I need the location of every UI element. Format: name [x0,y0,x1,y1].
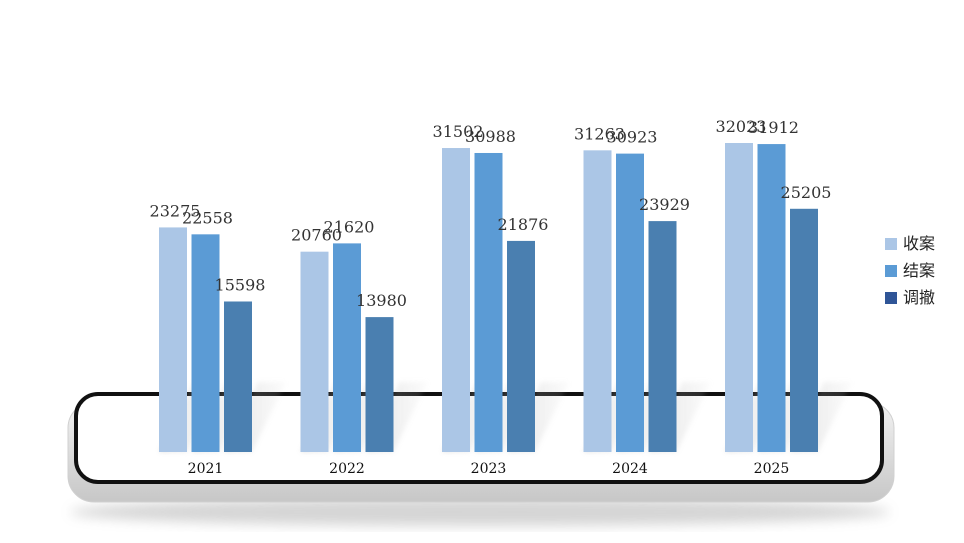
bar [365,317,394,452]
legend-swatch [885,265,897,277]
bars [159,143,818,453]
value-label: 31263 [574,124,625,143]
legend-label: 调撤 [903,288,935,307]
bar [725,143,753,452]
value-label: 23929 [639,195,690,214]
value-label: 31502 [433,122,484,141]
bar [790,208,818,452]
value-label: 22558 [182,208,233,227]
legend-swatch [885,292,897,304]
bar [616,153,644,452]
bar [507,240,535,452]
value-label: 30988 [465,127,516,146]
bar [474,152,503,452]
value-label: 15598 [215,275,266,294]
value-label: 21876 [498,215,549,234]
bar [757,144,786,452]
bar [333,243,361,452]
bar [224,301,252,452]
value-label: 20760 [291,226,342,245]
value-label: 25205 [781,183,832,202]
value-label: 32023 [716,117,767,136]
x-tick-label: 2024 [612,461,648,477]
x-tick-label: 2025 [754,461,790,477]
x-tick-label: 2021 [188,461,224,477]
bar [159,227,187,452]
x-axis-ticks: 2021 2022 2023 2024 2025 [188,461,790,477]
bar [648,221,677,452]
value-label: 21620 [324,217,375,236]
bar [300,251,329,452]
x-tick-label: 2022 [329,461,365,477]
legend-swatch [885,238,897,250]
legend-label: 结案 [903,261,935,280]
value-label: 23275 [150,201,201,220]
value-label: 13980 [356,291,407,310]
x-tick-label: 2023 [471,461,507,477]
value-label: 30923 [607,128,658,147]
value-label: 31912 [748,118,799,137]
bar [442,148,470,453]
legend-label: 收案 [903,234,935,253]
bar [583,150,612,452]
bar [191,234,220,452]
